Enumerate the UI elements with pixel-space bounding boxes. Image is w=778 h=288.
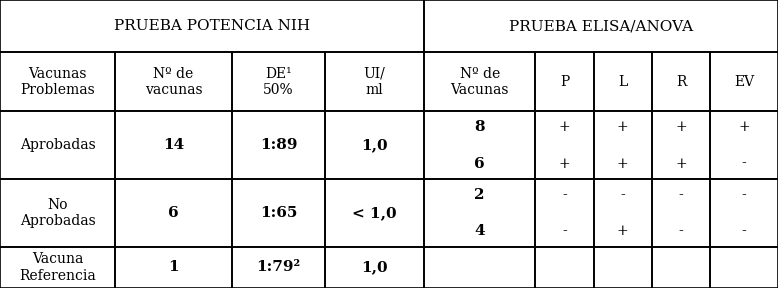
Text: R: R <box>676 75 686 89</box>
Bar <box>424 52 535 111</box>
Text: P: P <box>560 75 569 89</box>
Bar <box>115 111 232 179</box>
Text: EV: EV <box>734 75 754 89</box>
Text: +: + <box>675 120 687 134</box>
Text: 2: 2 <box>475 188 485 202</box>
Text: 14: 14 <box>163 138 184 152</box>
Bar <box>652 179 710 247</box>
Text: 6: 6 <box>168 206 179 220</box>
Bar <box>232 247 325 288</box>
Text: +: + <box>617 224 629 238</box>
Text: UI/
ml: UI/ ml <box>364 67 385 97</box>
Text: DE¹
50%: DE¹ 50% <box>263 67 294 97</box>
Text: 6: 6 <box>475 157 485 170</box>
Bar <box>710 111 778 179</box>
Bar <box>0 179 115 247</box>
Bar <box>594 179 652 247</box>
Bar <box>325 247 424 288</box>
Bar <box>424 247 535 288</box>
Bar <box>0 111 115 179</box>
Bar <box>710 247 778 288</box>
Bar <box>115 179 232 247</box>
Bar <box>652 52 710 111</box>
Text: +: + <box>617 157 629 170</box>
Bar <box>325 179 424 247</box>
Bar <box>232 52 325 111</box>
Bar <box>594 52 652 111</box>
Bar <box>424 0 778 52</box>
Text: 8: 8 <box>475 120 485 134</box>
Bar <box>115 247 232 288</box>
Text: < 1,0: < 1,0 <box>352 206 397 220</box>
Text: -: - <box>741 157 747 170</box>
Bar <box>424 179 535 247</box>
Text: -: - <box>741 188 747 202</box>
Text: +: + <box>559 157 570 170</box>
Bar <box>710 179 778 247</box>
Bar <box>232 179 325 247</box>
Text: L: L <box>619 75 627 89</box>
Text: -: - <box>620 188 626 202</box>
Bar <box>710 52 778 111</box>
Text: 1: 1 <box>168 260 179 274</box>
Bar <box>594 247 652 288</box>
Bar <box>0 0 424 52</box>
Text: PRUEBA POTENCIA NIH: PRUEBA POTENCIA NIH <box>114 19 310 33</box>
Bar <box>325 52 424 111</box>
Bar <box>232 111 325 179</box>
Bar <box>535 179 594 247</box>
Text: +: + <box>617 120 629 134</box>
Text: 4: 4 <box>475 224 485 238</box>
Bar <box>535 247 594 288</box>
Bar <box>0 247 115 288</box>
Text: 1,0: 1,0 <box>361 138 388 152</box>
Text: -: - <box>562 188 567 202</box>
Text: PRUEBA ELISA/ANOVA: PRUEBA ELISA/ANOVA <box>509 19 693 33</box>
Bar <box>535 52 594 111</box>
Bar <box>115 52 232 111</box>
Bar <box>535 111 594 179</box>
Text: Nº de
Vacunas: Nº de Vacunas <box>450 67 509 97</box>
Text: +: + <box>559 120 570 134</box>
Text: 1:89: 1:89 <box>260 138 297 152</box>
Bar <box>0 52 115 111</box>
Text: -: - <box>678 188 684 202</box>
Text: 1:65: 1:65 <box>260 206 297 220</box>
Text: +: + <box>738 120 750 134</box>
Text: 1,0: 1,0 <box>361 260 388 274</box>
Text: Vacuna
Referencia: Vacuna Referencia <box>19 252 96 283</box>
Bar <box>652 247 710 288</box>
Text: Nº de
vacunas: Nº de vacunas <box>145 67 202 97</box>
Bar <box>594 111 652 179</box>
Text: 1:79²: 1:79² <box>257 260 300 274</box>
Text: -: - <box>562 224 567 238</box>
Bar <box>652 111 710 179</box>
Bar <box>424 111 535 179</box>
Text: No
Aprobadas: No Aprobadas <box>19 198 96 228</box>
Text: +: + <box>675 157 687 170</box>
Text: Aprobadas: Aprobadas <box>19 138 96 152</box>
Text: Vacunas
Problemas: Vacunas Problemas <box>20 67 95 97</box>
Text: -: - <box>678 224 684 238</box>
Bar <box>325 111 424 179</box>
Text: -: - <box>741 224 747 238</box>
